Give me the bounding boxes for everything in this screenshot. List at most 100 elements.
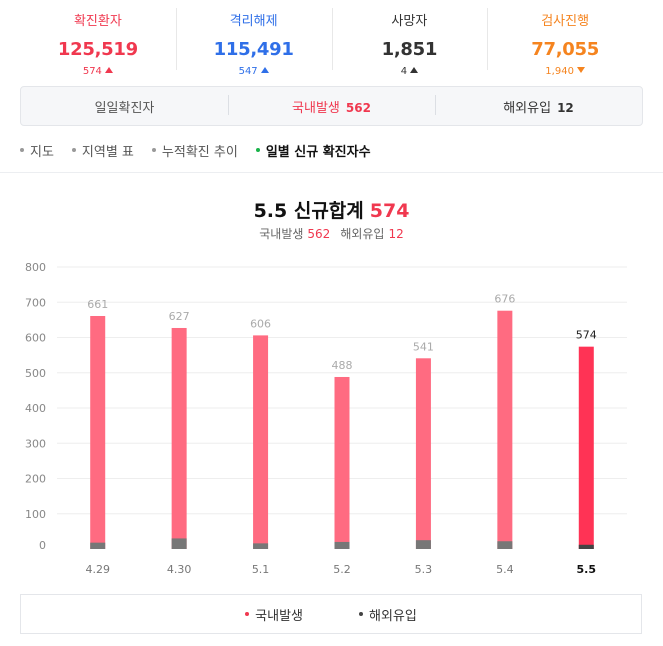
bar-domestic	[334, 376, 350, 549]
daily-overseas-value: 12	[557, 100, 574, 115]
stat-testing: 검사진행 77,055 1,940	[487, 6, 643, 77]
stat-delta: 1,940	[487, 66, 643, 77]
legend-dot-icon	[245, 612, 250, 616]
stat-delta: 4	[332, 66, 488, 77]
bar-overseas	[497, 541, 513, 549]
daily-label: 일일확진자	[94, 100, 155, 116]
stats-bar: 확진환자 125,519 574 격리해제 115,491 547 사망자 1,…	[20, 6, 643, 77]
stat-label: 격리해제	[229, 14, 278, 29]
chart-sub-domestic-value: 562	[307, 227, 331, 241]
bar-overseas	[90, 542, 106, 549]
chart-legend: 국내발생 해외유입	[20, 594, 642, 634]
chart-sub-domestic-label: 국내발생	[259, 227, 304, 241]
bullet-icon	[255, 148, 260, 152]
data-label: 627	[169, 310, 190, 323]
tab-label: 지도	[30, 144, 54, 160]
legend-domestic[interactable]: 국내발생	[245, 605, 303, 624]
bar-overseas	[578, 544, 594, 549]
data-label: 541	[413, 340, 434, 353]
chart-title-text: 5.5 신규합계	[253, 200, 364, 222]
daily-summary: 일일확진자 국내발생 562 해외유입 12	[20, 86, 643, 126]
bar-overseas	[415, 540, 431, 549]
y-tick-label: 800	[25, 261, 46, 274]
tab-cumulative-trend[interactable]: 누적확진 추이	[151, 140, 238, 160]
legend-domestic-label: 국내발생	[255, 608, 303, 624]
bar-domestic	[415, 358, 431, 549]
legend-dot-icon	[359, 612, 363, 616]
y-tick-label: 500	[25, 367, 46, 380]
arrow-up-icon	[104, 67, 113, 73]
stat-value: 77,055	[531, 39, 599, 60]
tab-daily-new[interactable]: 일별 신규 확진자수	[255, 140, 371, 160]
stat-confirmed: 확진환자 125,519 574	[20, 6, 176, 77]
stat-label: 사망자	[391, 14, 428, 29]
daily-overseas-label: 해외유입	[503, 100, 552, 116]
bar-domestic	[90, 315, 106, 549]
bar-overseas	[171, 538, 187, 549]
stat-label: 검사진행	[541, 14, 590, 29]
data-label: 676	[494, 293, 515, 306]
divider	[0, 172, 663, 173]
view-tabs: 지도 지역별 표 누적확진 추이 일별 신규 확진자수	[20, 140, 371, 160]
bar-domestic	[578, 346, 594, 549]
x-tick-label: 4.29	[85, 563, 110, 576]
x-tick-label: 5.5	[577, 563, 597, 576]
data-label: 574	[576, 329, 597, 342]
bar-overseas	[334, 541, 350, 549]
stat-delta-value: 547	[238, 66, 258, 77]
data-label: 661	[87, 298, 108, 311]
data-label: 606	[250, 317, 271, 330]
daily-bar-chart: 0 100 200 300 400 500 600 700 800 661 4.29 627 4.30 6…	[25, 261, 627, 576]
tab-region-table[interactable]: 지역별 표	[71, 140, 134, 160]
stat-deaths: 사망자 1,851 4	[331, 6, 488, 77]
bar-domestic	[497, 310, 513, 549]
arrow-up-icon	[410, 67, 419, 73]
chart-title: 5.5 신규합계 574	[0, 196, 663, 223]
chart-title-total: 574	[369, 200, 410, 222]
bar-domestic	[253, 335, 269, 549]
tab-label: 지역별 표	[81, 144, 134, 160]
daily-label-cell: 일일확진자	[21, 97, 228, 116]
legend-overseas-label: 해외유입	[369, 608, 417, 624]
chart-sub-overseas-label: 해외유입	[340, 227, 385, 241]
y-tick-label: 100	[25, 508, 46, 521]
stat-label: 확진환자	[73, 14, 122, 29]
data-label: 488	[332, 359, 353, 372]
arrow-up-icon	[260, 67, 269, 73]
legend-overseas[interactable]: 해외유입	[359, 605, 417, 624]
tab-map[interactable]: 지도	[20, 140, 54, 160]
stat-value: 115,491	[213, 39, 294, 60]
stat-delta-value: 574	[82, 66, 102, 77]
y-tick-label: 700	[25, 296, 46, 309]
stat-delta: 547	[176, 66, 332, 77]
chart-subtitle: 국내발생 562 해외유입 12	[0, 225, 663, 242]
stat-value: 125,519	[57, 39, 138, 60]
stat-value: 1,851	[381, 39, 438, 60]
x-tick-label: 5.4	[496, 563, 514, 576]
stat-delta-value: 1,940	[545, 66, 574, 77]
x-tick-label: 5.2	[333, 563, 351, 576]
bar-domestic	[171, 327, 187, 549]
y-tick-label: 300	[25, 437, 46, 450]
y-tick-label: 400	[25, 402, 46, 415]
y-tick-label: 0	[39, 539, 46, 552]
bullet-icon	[71, 148, 76, 152]
bullet-icon	[20, 148, 24, 152]
stat-released: 격리해제 115,491 547	[175, 6, 332, 77]
x-tick-label: 4.30	[167, 563, 192, 576]
x-tick-label: 5.1	[252, 563, 270, 576]
daily-domestic-value: 562	[345, 100, 371, 115]
chart-sub-overseas-value: 12	[388, 227, 404, 241]
daily-domestic-label: 국내발생	[292, 100, 340, 116]
x-tick-label: 5.3	[415, 563, 433, 576]
stat-delta: 574	[20, 66, 176, 77]
stat-delta-value: 4	[400, 66, 408, 77]
y-tick-label: 600	[25, 332, 46, 345]
daily-domestic-cell: 국내발생 562	[228, 94, 435, 116]
daily-overseas-cell: 해외유입 12	[435, 94, 642, 116]
tab-label: 일별 신규 확진자수	[265, 144, 371, 160]
tab-label: 누적확진 추이	[161, 144, 238, 160]
y-tick-label: 200	[25, 473, 46, 486]
arrow-down-icon	[576, 67, 585, 73]
bar-overseas	[253, 543, 269, 549]
